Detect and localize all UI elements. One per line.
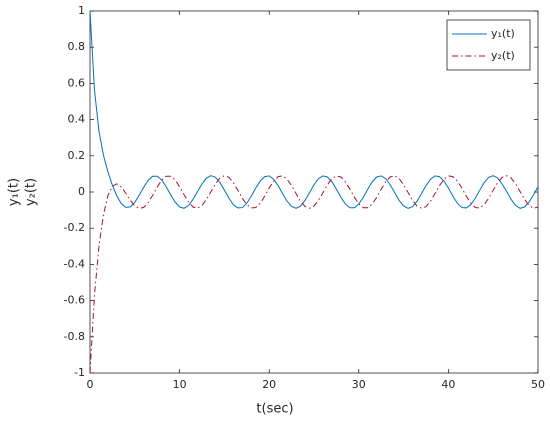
y-tick-label: 0.8 [68, 40, 86, 53]
x-tick-label: 0 [87, 378, 94, 391]
y-tick-label: -0.4 [64, 257, 85, 270]
y-tick-label: 0.6 [68, 76, 86, 89]
y-tick-label: 0.4 [68, 113, 86, 126]
x-tick-label: 50 [531, 378, 545, 391]
series-line [89, 10, 539, 209]
y-tick-label: 0.2 [68, 149, 86, 162]
x-tick-label: 40 [441, 378, 455, 391]
legend-label: y₂(t) [491, 49, 515, 62]
y-tick-label: -0.6 [64, 294, 85, 307]
series-line [89, 175, 539, 374]
y-axis-label: y₂(t) [24, 178, 39, 206]
y-axis-label: y₁(t) [7, 178, 22, 206]
y-tick-label: -0.2 [64, 221, 85, 234]
plot-area [89, 10, 539, 374]
x-tick-label: 20 [262, 378, 276, 391]
x-axis-label: t(sec) [256, 402, 293, 417]
x-tick-label: 10 [173, 378, 187, 391]
y-tick-label: -1 [74, 366, 85, 379]
y-tick-label: 1 [78, 4, 85, 17]
legend-box [446, 19, 531, 71]
x-tick-label: 30 [352, 378, 366, 391]
y-tick-label: 0 [78, 185, 85, 198]
legend-label: y₁(t) [491, 27, 515, 40]
y-tick-label: -0.8 [64, 330, 85, 343]
